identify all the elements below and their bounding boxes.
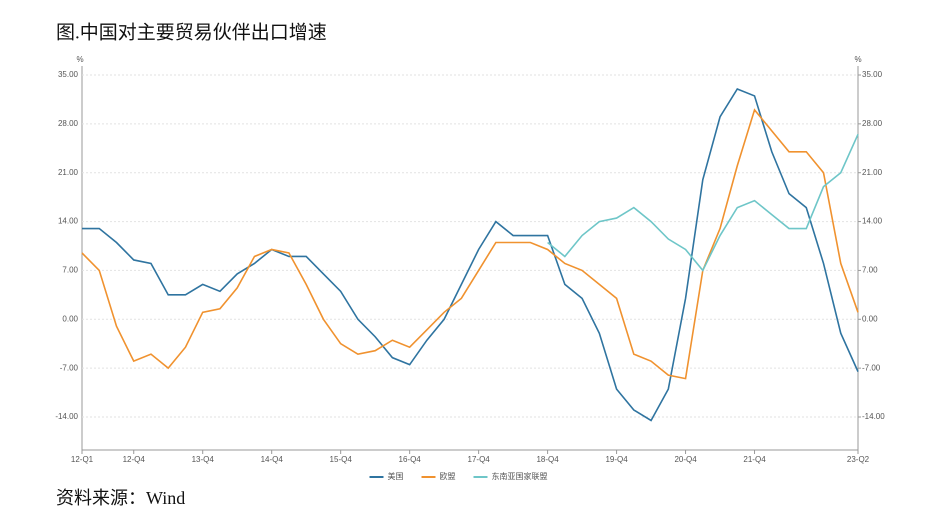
x-tick-label: 23-Q2 <box>847 455 870 464</box>
series-line <box>82 87 859 422</box>
x-tick-label: 20-Q4 <box>674 455 697 464</box>
y2-tick-label: 14.00 <box>862 217 883 226</box>
source: 资料来源：Wind <box>56 488 185 508</box>
chart-title: 图.中国对主要贸易伙伴出口增速 <box>56 21 327 43</box>
legend-label: 美国 <box>388 471 404 481</box>
y-tick-label: -14.00 <box>55 412 78 421</box>
y2-tick-label: 35.00 <box>862 70 883 79</box>
y2-tick-label: -14.00 <box>862 412 885 421</box>
x-tick-label: 16-Q4 <box>399 455 422 464</box>
y2-tick-label: 21.00 <box>862 168 883 177</box>
y-tick-label: 14.00 <box>58 217 79 226</box>
y2-tick-label: 7.00 <box>862 266 878 275</box>
y-unit: % <box>76 55 83 64</box>
x-tick-label: 14-Q4 <box>261 455 284 464</box>
legend-label: 欧盟 <box>440 471 456 481</box>
y2-unit: % <box>854 55 861 64</box>
x-tick-label: 12-Q1 <box>71 455 94 464</box>
y2-tick-label: 28.00 <box>862 119 883 128</box>
y-tick-label: 21.00 <box>58 168 79 177</box>
y2-tick-label: -7.00 <box>862 363 881 372</box>
x-tick-label: 15-Q4 <box>330 455 353 464</box>
series-line <box>81 108 859 380</box>
y-tick-label: 7.00 <box>62 266 78 275</box>
x-tick-label: 18-Q4 <box>536 455 559 464</box>
y-tick-label: 0.00 <box>62 314 78 323</box>
x-tick-label: 12-Q4 <box>123 455 146 464</box>
x-tick-label: 19-Q4 <box>605 455 628 464</box>
y2-tick-label: 0.00 <box>862 314 878 323</box>
y-tick-label: 35.00 <box>58 70 79 79</box>
legend-label: 东南亚国家联盟 <box>492 471 548 481</box>
y-tick-label: 28.00 <box>58 119 79 128</box>
x-tick-label: 21-Q4 <box>743 455 766 464</box>
series-line <box>547 133 859 272</box>
x-tick-label: 17-Q4 <box>468 455 491 464</box>
y-tick-label: -7.00 <box>60 363 79 372</box>
x-tick-label: 13-Q4 <box>192 455 215 464</box>
